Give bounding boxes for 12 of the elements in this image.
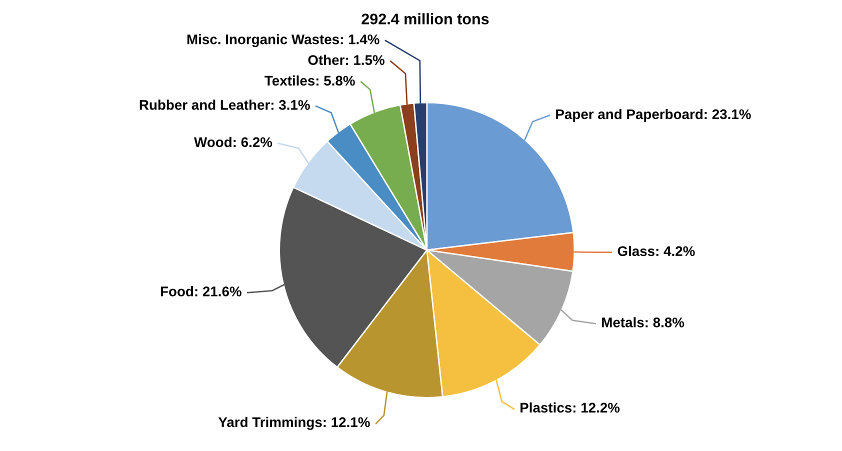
- slice-label: Glass: 4.2%: [618, 246, 695, 256]
- slice-label: Metals: 8.8%: [602, 317, 684, 328]
- chart-title: 292.4 million tons: [362, 13, 489, 24]
- slice-label: Misc. Inorganic Wastes: 1.4%: [187, 34, 380, 48]
- slice-label: Food: 21.6%: [160, 286, 242, 296]
- slice-label: Rubber and Leather: 3.1%: [140, 100, 310, 110]
- slice-label: Wood: 6.2%: [194, 136, 272, 148]
- slice-label: Plastics: 12.2%: [520, 402, 620, 413]
- slice-label: Other: 1.5%: [308, 54, 384, 65]
- slice-label: Paper and Paperboard: 23.1%: [556, 108, 751, 122]
- slice-label: Yard Trimmings: 12.1%: [218, 416, 370, 430]
- slice-label: Textiles: 5.8%: [264, 75, 355, 86]
